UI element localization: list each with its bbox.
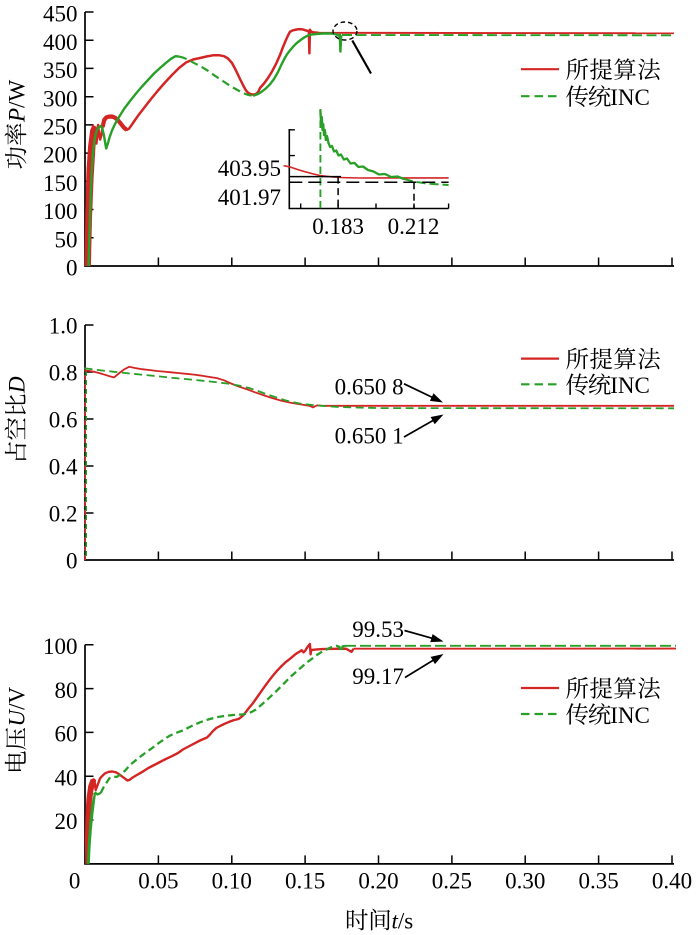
svg-text:450: 450 [43, 2, 78, 27]
svg-text:403.95: 403.95 [218, 156, 281, 181]
svg-text:250: 250 [43, 115, 78, 140]
svg-text:60: 60 [55, 722, 78, 747]
svg-text:0: 0 [66, 549, 78, 574]
svg-text:P/W: P/W [5, 80, 30, 123]
svg-text:40: 40 [55, 765, 78, 790]
svg-text:1.0: 1.0 [49, 314, 78, 339]
svg-text:0.35: 0.35 [578, 869, 618, 894]
svg-text:100: 100 [43, 634, 78, 659]
svg-text:0.20: 0.20 [358, 869, 398, 894]
svg-text:150: 150 [43, 171, 78, 196]
svg-text:0.183: 0.183 [312, 214, 364, 239]
svg-text:0.6: 0.6 [49, 408, 78, 433]
svg-text:99.53: 99.53 [352, 617, 404, 642]
svg-text:350: 350 [43, 58, 78, 83]
svg-text:0.30: 0.30 [505, 869, 545, 894]
svg-text:0.40: 0.40 [652, 869, 692, 894]
svg-text:200: 200 [43, 143, 78, 168]
svg-text:0.8: 0.8 [49, 361, 78, 386]
svg-text:80: 80 [55, 678, 78, 703]
svg-text:0.2: 0.2 [49, 502, 78, 527]
svg-text:401.97: 401.97 [218, 185, 281, 210]
svg-text:20: 20 [55, 809, 78, 834]
svg-text:0: 0 [66, 256, 78, 281]
svg-text:INC: INC [610, 85, 650, 110]
svg-text:300: 300 [43, 86, 78, 111]
svg-text:0: 0 [69, 869, 81, 894]
svg-text:0.15: 0.15 [285, 869, 325, 894]
svg-text:0.650 1: 0.650 1 [335, 424, 404, 449]
svg-text:0.25: 0.25 [432, 869, 472, 894]
svg-text:INC: INC [610, 373, 650, 398]
svg-text:0.10: 0.10 [212, 869, 252, 894]
svg-text:400: 400 [43, 30, 78, 55]
svg-text:100: 100 [43, 199, 78, 224]
svg-text:0.05: 0.05 [138, 869, 178, 894]
svg-text:t/s: t/s [392, 909, 414, 934]
svg-text:U/V: U/V [5, 686, 30, 726]
svg-text:0.4: 0.4 [49, 455, 78, 480]
svg-text:INC: INC [610, 703, 650, 728]
svg-text:0.650 8: 0.650 8 [335, 374, 404, 399]
svg-text:50: 50 [55, 227, 78, 252]
svg-text:0.212: 0.212 [388, 214, 440, 239]
svg-text:99.17: 99.17 [352, 664, 404, 689]
svg-text:D: D [5, 376, 30, 394]
